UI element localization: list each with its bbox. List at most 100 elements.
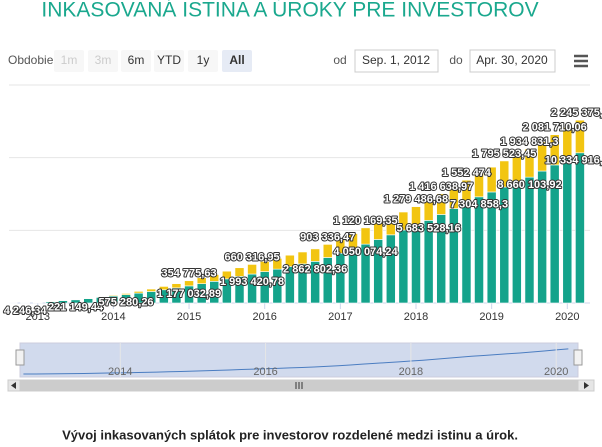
data-label: 2 245 375,4 xyxy=(551,107,602,119)
navigator-tick-label: 2016 xyxy=(253,366,277,378)
bar xyxy=(348,233,358,250)
bar xyxy=(537,141,547,172)
bar xyxy=(272,258,283,270)
data-label: 10 334 916,93 xyxy=(545,155,602,167)
bar xyxy=(474,196,484,304)
bar xyxy=(297,251,308,265)
range-button xyxy=(54,50,84,72)
data-label: 575 280,26 xyxy=(99,297,154,309)
navigator-mask xyxy=(19,342,579,378)
data-label: 1 416 638,97 xyxy=(409,181,473,193)
scrollbar-grip xyxy=(295,382,303,389)
bar xyxy=(360,227,371,245)
bar xyxy=(575,152,585,304)
bar xyxy=(209,274,220,282)
bar xyxy=(486,166,497,193)
bar xyxy=(423,200,434,221)
from-input[interactable] xyxy=(354,49,439,73)
data-label: 1 177 032,89 xyxy=(157,288,221,300)
data-label: 354 775,63 xyxy=(162,268,217,280)
bar xyxy=(234,267,245,277)
bar xyxy=(461,179,472,204)
bar xyxy=(335,238,346,254)
to-date: Apr. 30, 2020 xyxy=(476,53,548,67)
bar xyxy=(322,244,333,258)
data-label: 1 552 474 xyxy=(442,167,492,179)
bar xyxy=(184,280,194,287)
range-button-label: 1y xyxy=(197,53,210,67)
range-button[interactable] xyxy=(222,50,252,72)
data-label: 903 336,47 xyxy=(300,231,355,243)
data-label: 8 660 103,92 xyxy=(497,179,561,191)
data-label: 1 993 420,78 xyxy=(220,276,284,288)
bar xyxy=(448,186,459,209)
navigator-line xyxy=(23,348,569,375)
navigator-handle[interactable] xyxy=(573,349,583,366)
navigator-tick-label: 2020 xyxy=(544,366,568,378)
range-button-label: 6m xyxy=(128,53,145,67)
bar xyxy=(133,291,144,294)
range-button[interactable] xyxy=(188,50,218,72)
bar xyxy=(461,202,472,304)
bar xyxy=(562,158,573,304)
navigator-tick-label: 2014 xyxy=(108,366,132,378)
bar xyxy=(108,294,119,297)
bar xyxy=(146,288,157,292)
navigator-handle[interactable] xyxy=(15,349,25,366)
bar xyxy=(398,211,409,231)
range-button[interactable] xyxy=(154,50,184,72)
navigator-tick-label: 2018 xyxy=(399,366,423,378)
range-button-label: 3m xyxy=(95,53,112,67)
data-label: 221 149,44 xyxy=(48,302,104,314)
bar xyxy=(512,154,522,183)
bar xyxy=(247,264,257,275)
chart-title: INKASOVANÁ ISTINA A ÚROKY PRE INVESTOROV xyxy=(41,0,538,22)
range-button-label: All xyxy=(229,53,244,67)
x-tick-label: 2017 xyxy=(328,311,352,323)
x-tick-label: 2013 xyxy=(26,311,50,323)
data-label: 4 050 074,24 xyxy=(333,246,398,258)
bar xyxy=(575,119,585,154)
range-button xyxy=(88,50,118,72)
bar xyxy=(95,296,106,298)
bar xyxy=(121,293,131,295)
bar xyxy=(474,172,484,198)
bar xyxy=(222,270,232,280)
bar xyxy=(385,217,396,236)
bar xyxy=(259,261,270,272)
bar xyxy=(524,176,535,304)
x-tick-label: 2018 xyxy=(404,311,428,323)
bar xyxy=(411,206,421,226)
to-input[interactable] xyxy=(469,49,556,73)
x-tick-label: 2014 xyxy=(101,311,125,323)
bar xyxy=(499,160,510,188)
x-tick-label: 2019 xyxy=(479,311,503,323)
bar xyxy=(549,134,560,166)
range-label: Obdobie xyxy=(8,53,54,67)
data-label: 4 246,34 xyxy=(4,305,48,317)
menu-button[interactable] xyxy=(574,54,588,68)
bar xyxy=(171,283,182,289)
bar xyxy=(310,248,320,262)
to-label: do xyxy=(449,53,463,67)
bar xyxy=(411,224,421,304)
bar xyxy=(159,286,169,291)
bar xyxy=(398,229,409,304)
scrollbar-arrow xyxy=(11,382,16,389)
from-date: Sep. 1, 2012 xyxy=(362,53,430,67)
x-tick-label: 2016 xyxy=(252,311,276,323)
data-label: 7 304 858,3 xyxy=(450,199,508,211)
data-label: 1 934 831,3 xyxy=(500,136,558,148)
range-button-label: YTD xyxy=(157,53,181,67)
data-label: 1 795 523,45 xyxy=(472,148,536,160)
chart-caption: Vývoj inkasovaných splátok pre investoro… xyxy=(62,427,518,442)
bar xyxy=(436,193,447,215)
bar xyxy=(335,252,346,304)
data-label: 1 120 169,35 xyxy=(333,215,397,227)
range-button-label: 1m xyxy=(61,53,78,67)
x-tick-label: 2015 xyxy=(177,311,201,323)
x-tick-label: 2020 xyxy=(555,311,579,323)
range-button[interactable] xyxy=(121,50,151,72)
data-label: 2 081 710,06 xyxy=(523,122,587,134)
